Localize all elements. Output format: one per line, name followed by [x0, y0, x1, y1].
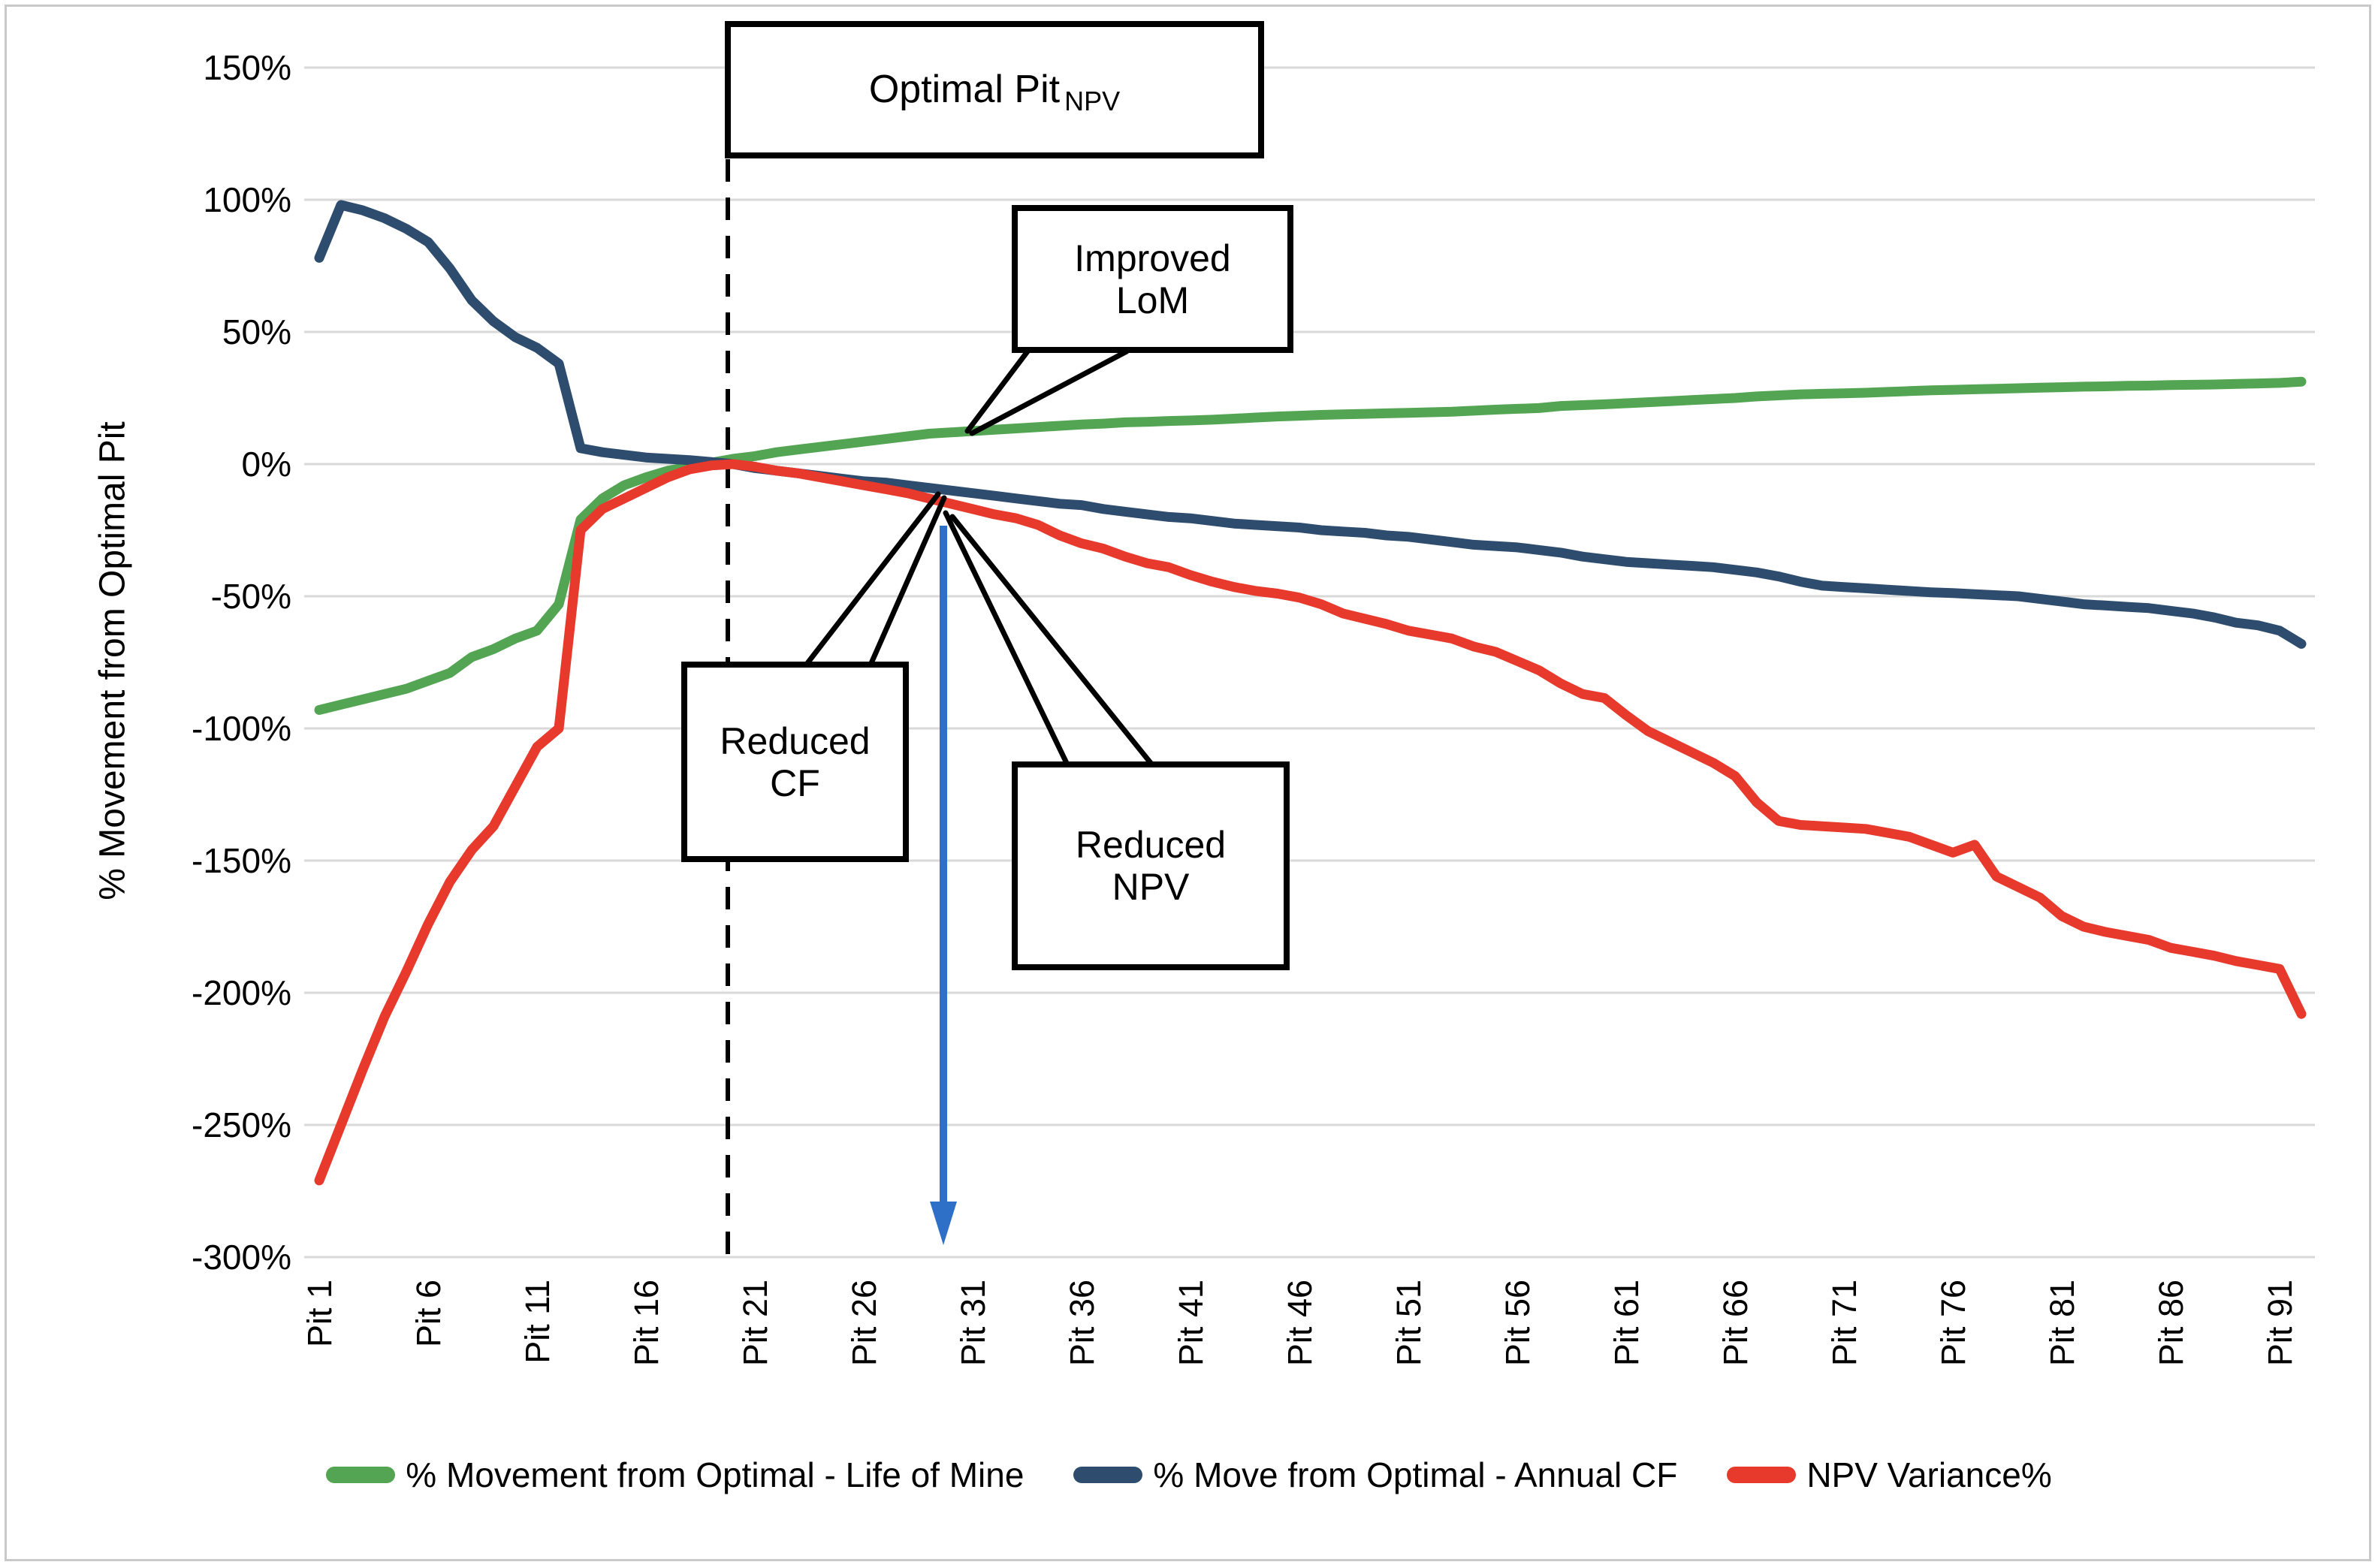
y-tick-label: -50%: [211, 577, 291, 616]
x-tick-label: Pit 21: [736, 1280, 774, 1366]
y-axis-tick-labels: 150% 100% 50% 0% -50% -100% -150% -200% -250% -30…: [192, 48, 291, 1277]
x-tick-label: Pit 11: [518, 1280, 557, 1364]
x-tick-label: Pit 36: [1063, 1280, 1101, 1366]
legend-label-life-of-mine: % Movement from Optimal - Life of Mine: [406, 1455, 1025, 1494]
legend-item-npv-variance: NPV Variance%: [1727, 1455, 2052, 1495]
annotation-optimal-pit-label: Optimal Pit: [868, 68, 1061, 112]
series-line-0: [314, 376, 2307, 715]
x-tick-label: Pit 56: [1498, 1280, 1537, 1366]
legend-label-npv-variance: NPV Variance%: [1806, 1455, 2052, 1494]
x-tick-label: Pit 26: [845, 1280, 883, 1366]
callout-tail-reduced_npv: [943, 510, 1070, 766]
drop-arrow-head: [930, 1202, 957, 1245]
data-series-lines: [314, 200, 2307, 1186]
x-tick-label: Pit 76: [1934, 1280, 1972, 1366]
y-axis-title: % Movement from Optimal Pit: [92, 421, 133, 900]
x-axis-tick-labels: Pit 1 Pit 6 Pit 11 Pit 16 Pit 21 Pit 26 Pit 31…: [300, 1280, 2299, 1366]
y-tick-label: 50%: [222, 312, 291, 351]
callout-tail-improved_lom: [969, 348, 1130, 436]
x-tick-label: Pit 41: [1172, 1280, 1210, 1366]
callout-tail-reduced_npv: [949, 514, 1154, 766]
x-tick-label: Pit 71: [1825, 1280, 1863, 1366]
series-line-1: [314, 200, 2307, 649]
x-tick-label: Pit 46: [1281, 1280, 1319, 1366]
annotation-improved-lom: Improved LoM: [1012, 205, 1293, 353]
legend: % Movement from Optimal - Life of Mine %…: [0, 1440, 2378, 1509]
x-tick-label: Pit 61: [1607, 1280, 1646, 1366]
annotation-reduced-npv-line2: NPV: [1112, 866, 1190, 908]
annotation-improved-lom-line2: LoM: [1115, 279, 1190, 321]
series-line-2: [314, 459, 2307, 1186]
annotation-reduced-cf-line1: Reduced: [720, 719, 871, 762]
y-tick-label: -100%: [192, 709, 291, 748]
gridlines: [304, 66, 2315, 1259]
x-tick-label: Pit 81: [2043, 1280, 2081, 1366]
callout-tail-improved_lom: [964, 348, 1031, 434]
y-tick-label: 100%: [203, 180, 291, 219]
x-tick-label: Pit 31: [954, 1280, 992, 1366]
annotation-reduced-cf-line2: CF: [770, 761, 820, 804]
callout-pointer-lines: [804, 348, 1154, 766]
x-tick-label: Pit 86: [2152, 1280, 2190, 1366]
y-tick-label: 0%: [242, 445, 291, 484]
legend-swatch-life-of-mine: [326, 1467, 396, 1483]
legend-swatch-npv-variance: [1727, 1467, 1797, 1483]
annotation-reduced-npv: Reduced NPV: [1012, 761, 1290, 970]
x-tick-label: Pit 16: [627, 1280, 665, 1366]
annotation-reduced-npv-line1: Reduced: [1075, 824, 1227, 866]
callout-tail-reduced_cf: [804, 491, 941, 666]
annotation-optimal-pit-subscript: NPV: [1064, 86, 1121, 117]
legend-swatch-annual-cf: [1073, 1467, 1143, 1483]
x-tick-label: Pit 51: [1390, 1280, 1428, 1366]
y-tick-label: -200%: [192, 973, 291, 1012]
legend-item-annual-cf: % Move from Optimal - Annual CF: [1073, 1455, 1677, 1495]
legend-label-annual-cf: % Move from Optimal - Annual CF: [1153, 1455, 1678, 1494]
y-tick-label: -150%: [192, 841, 291, 880]
x-tick-label: Pit 1: [300, 1280, 339, 1347]
x-tick-label: Pit 91: [2261, 1280, 2299, 1366]
callout-tail-reduced_cf: [868, 495, 947, 666]
x-tick-label: Pit 6: [409, 1280, 448, 1347]
y-tick-label: 150%: [203, 48, 291, 87]
y-tick-label: -300%: [192, 1238, 291, 1277]
y-tick-label: -250%: [192, 1105, 291, 1144]
x-tick-label: Pit 66: [1716, 1280, 1755, 1366]
annotation-reduced-cf: Reduced CF: [681, 662, 909, 862]
annotation-optimal-pit: Optimal Pit NPV: [725, 21, 1264, 158]
annotation-improved-lom-line1: Improved: [1074, 237, 1231, 279]
reduced-npv-drop-arrow: [930, 526, 957, 1245]
legend-item-life-of-mine: % Movement from Optimal - Life of Mine: [326, 1455, 1024, 1495]
